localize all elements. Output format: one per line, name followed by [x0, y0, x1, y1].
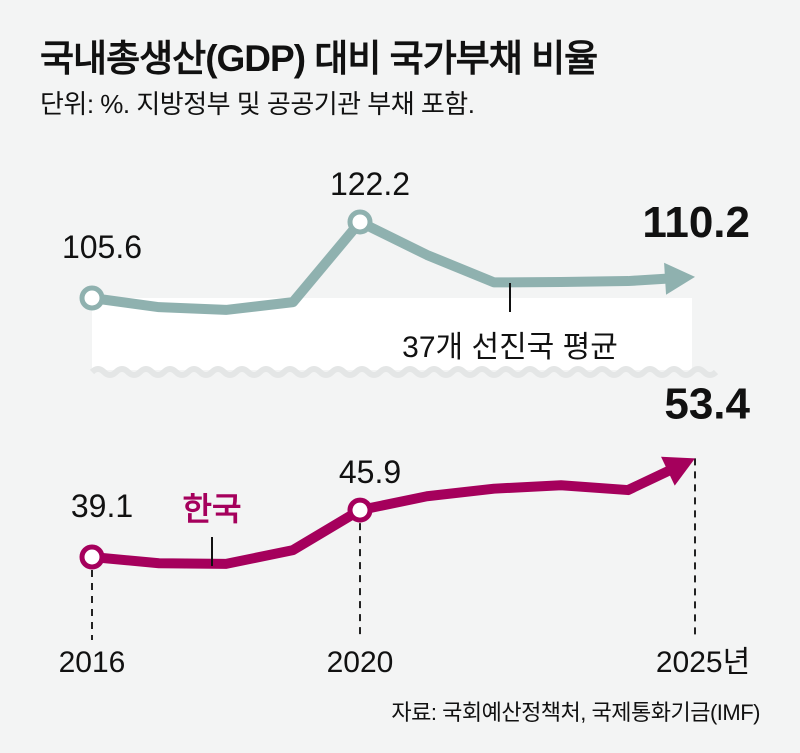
source-note: 자료: 국회예산정책처, 국제통화기금(IMF) — [391, 700, 760, 725]
value-label-0-2025: 110.2 — [642, 198, 750, 247]
data-point-0-2020 — [347, 209, 373, 235]
series-line-0 — [91, 216, 674, 315]
chart-subtitle: 단위: %. 지방정부 및 공공기관 부채 포함. — [40, 89, 475, 119]
series-name-1: 한국 — [183, 491, 242, 527]
value-label-1-2016: 39.1 — [71, 488, 133, 524]
x-tick-label-2016: 2016 — [59, 646, 126, 679]
data-point-0-2016 — [79, 285, 105, 311]
x-tick-label-2020: 2020 — [327, 646, 394, 679]
data-point-1-2016 — [79, 544, 105, 570]
series-arrow-1 — [661, 456, 695, 486]
series-arrow-0 — [664, 262, 695, 295]
chart-title: 국내총생산(GDP) 대비 국가부채 비율 — [40, 38, 598, 79]
value-label-1-2025: 53.4 — [664, 379, 750, 428]
value-label-0-2016: 105.6 — [62, 229, 142, 265]
axis-break-wave — [89, 366, 719, 378]
series-line-1 — [91, 463, 678, 569]
series-name-0: 37개 선진국 평균 — [402, 331, 618, 364]
data-point-1-2020 — [347, 497, 373, 523]
value-label-1-2020: 45.9 — [339, 454, 401, 490]
x-tick-label-2025: 2025년 — [656, 646, 750, 679]
value-label-0-2020: 122.2 — [330, 166, 410, 202]
